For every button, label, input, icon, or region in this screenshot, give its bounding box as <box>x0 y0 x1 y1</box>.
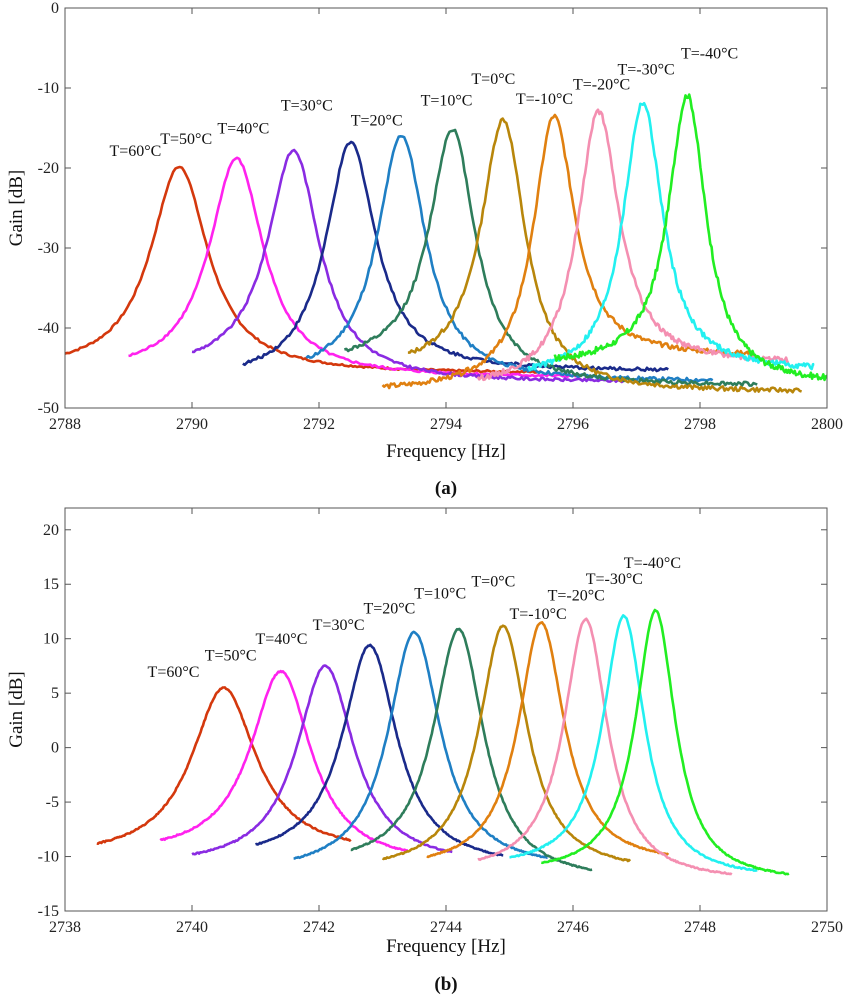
series-line <box>476 108 789 382</box>
x-axis-label-b: Frequency [Hz] <box>386 936 506 957</box>
y-tick-label: 0 <box>51 0 59 17</box>
y-tick-label: 15 <box>43 576 59 593</box>
y-axis-label-b: Gain [dB] <box>6 671 27 748</box>
axis-ticks-b: 2738 2740 2742 2744 2746 2748 2750 20 15 10 5 0 -5 -1… <box>38 508 843 936</box>
x-tick-label: 2788 <box>49 416 81 433</box>
y-tick-label: 5 <box>51 685 59 702</box>
series-line <box>381 113 752 390</box>
x-tick-label: 2746 <box>557 919 589 936</box>
series-label: T=10°C <box>421 93 473 110</box>
series-label: T=-30°C <box>617 61 674 78</box>
series-label: T=30°C <box>313 617 365 634</box>
series-label: T=40°C <box>217 121 269 138</box>
series-label: T=40°C <box>256 631 308 648</box>
x-tick-label: 2796 <box>557 416 589 433</box>
series-line <box>541 608 790 876</box>
chart-panel-b: 2738 2740 2742 2744 2746 2748 2750 20 15 10 5 0 -5 -1… <box>6 507 843 995</box>
x-tick-label: 2794 <box>430 416 462 433</box>
series-line <box>159 669 409 852</box>
series-line <box>381 624 632 863</box>
series-line <box>343 128 758 387</box>
x-tick-label: 2744 <box>430 919 462 936</box>
series-label: T=-40°C <box>681 45 738 62</box>
x-tick-label: 2750 <box>811 919 843 936</box>
series-line <box>293 630 548 860</box>
x-tick-label: 2800 <box>811 416 843 433</box>
series-label: T=0°C <box>471 573 515 590</box>
series-line <box>509 614 758 872</box>
y-tick-label: 10 <box>43 631 59 648</box>
y-tick-label: 0 <box>51 740 59 757</box>
y-tick-label: -10 <box>38 80 59 97</box>
series-line <box>191 148 625 384</box>
series-label: T=-20°C <box>548 588 605 605</box>
plot-frame-a <box>64 7 828 409</box>
series-label: T=60°C <box>109 143 161 160</box>
series-label: T=30°C <box>281 97 333 114</box>
series-label: T=0°C <box>471 71 515 88</box>
series-line <box>96 686 352 845</box>
series-lines-a <box>64 93 828 394</box>
series-label: T=-10°C <box>516 91 573 108</box>
series-line <box>527 101 815 372</box>
series-line <box>128 156 581 379</box>
series-label: T=20°C <box>363 601 415 618</box>
x-axis-label-a: Frequency [Hz] <box>386 441 506 462</box>
x-tick-label: 2742 <box>303 919 335 936</box>
series-line <box>242 140 669 373</box>
series-labels-a: T=60°CT=50°C T=40°C T=30°C T=20°C T=10°C T=0°… <box>109 45 738 160</box>
y-tick-label: 20 <box>43 522 59 539</box>
series-label: T=-20°C <box>573 77 630 94</box>
series-label: T=-10°C <box>510 606 567 623</box>
series-labels-b: T=60°C T=50°CT=40°C T=30°CT=20°CT=10°C T=0°… <box>148 555 681 681</box>
x-tick-label: 2798 <box>684 416 716 433</box>
series-label: T=-40°C <box>624 555 681 572</box>
series-line <box>553 93 828 382</box>
y-tick-label: -50 <box>38 400 59 417</box>
y-tick-label: -10 <box>38 849 59 866</box>
series-lines-b <box>96 608 790 876</box>
series-line <box>64 165 542 374</box>
panel-caption-b: (b) <box>434 974 457 995</box>
x-tick-label: 2790 <box>176 416 208 433</box>
series-label: T=50°C <box>205 647 257 664</box>
series-label: T=60°C <box>148 664 200 681</box>
y-tick-label: -20 <box>38 160 59 177</box>
series-line <box>191 664 453 856</box>
series-label: T=50°C <box>160 131 212 148</box>
x-tick-label: 2738 <box>49 919 81 936</box>
chart-panel-a: 2788 2790 2792 2794 2796 2798 2800 0 -10 -20 -30 -4… <box>6 0 843 499</box>
series-line <box>407 117 803 394</box>
series-label: T=10°C <box>414 585 466 602</box>
panel-caption-a: (a) <box>435 478 457 499</box>
series-label: T=-30°C <box>586 571 643 588</box>
series-label: T=20°C <box>351 113 403 130</box>
series-line <box>305 135 714 383</box>
y-tick-label: -30 <box>38 240 59 257</box>
y-tick-label: -40 <box>38 320 59 337</box>
y-tick-label: -15 <box>38 903 59 920</box>
y-axis-label-a: Gain [dB] <box>6 170 27 247</box>
series-line <box>350 627 593 872</box>
x-tick-label: 2748 <box>684 919 716 936</box>
series-line <box>426 621 670 859</box>
series-line <box>255 643 504 857</box>
series-line <box>477 617 733 876</box>
x-tick-label: 2792 <box>303 416 335 433</box>
x-tick-label: 2740 <box>176 919 208 936</box>
y-tick-label: -5 <box>46 794 59 811</box>
axis-ticks-a: 2788 2790 2792 2794 2796 2798 2800 0 -10 -20 -30 -4… <box>38 0 843 433</box>
